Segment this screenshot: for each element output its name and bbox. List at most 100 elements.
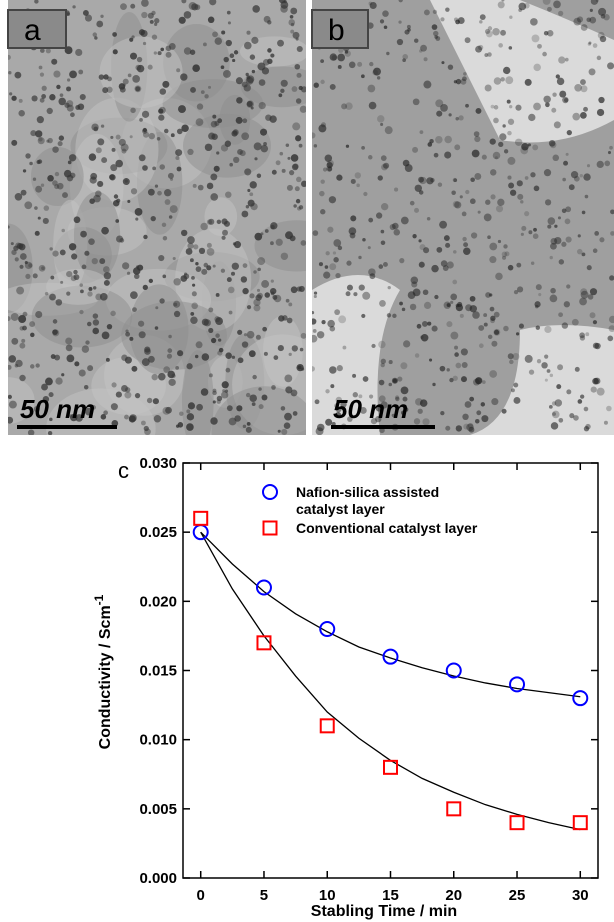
particle	[84, 407, 93, 416]
particle	[532, 144, 539, 151]
particle	[391, 413, 395, 417]
particle	[462, 413, 469, 421]
particle	[96, 20, 104, 28]
particle	[78, 369, 86, 377]
particle	[148, 278, 154, 284]
particle	[501, 408, 507, 414]
particle	[580, 85, 588, 93]
particle	[312, 329, 317, 333]
particle	[516, 262, 522, 268]
particle	[507, 156, 516, 165]
particle	[167, 370, 176, 379]
particle	[249, 394, 257, 402]
particle	[84, 14, 93, 22]
particle	[573, 17, 582, 26]
particle	[367, 84, 376, 93]
particle	[561, 208, 567, 214]
particle	[71, 253, 78, 260]
particle	[595, 0, 599, 3]
particle	[300, 240, 306, 246]
particle	[191, 3, 199, 11]
particle	[407, 28, 411, 32]
particle	[492, 151, 501, 160]
particle	[464, 401, 472, 408]
particle	[289, 170, 295, 176]
particle	[329, 366, 337, 374]
particle	[498, 43, 503, 48]
particle	[550, 422, 559, 430]
particle	[604, 160, 611, 167]
particle	[38, 65, 43, 70]
particle	[62, 192, 68, 199]
particle	[24, 261, 28, 265]
particle	[49, 94, 56, 101]
particle	[115, 391, 122, 398]
particle	[118, 138, 126, 146]
particle	[193, 244, 199, 250]
particle	[377, 175, 383, 181]
particle	[335, 411, 342, 419]
particle	[158, 372, 166, 381]
particle	[363, 191, 368, 197]
particle	[358, 284, 365, 291]
particle	[297, 365, 302, 370]
particle	[186, 363, 193, 370]
scale-bar	[17, 425, 117, 429]
particle	[122, 178, 130, 186]
particle	[258, 79, 266, 86]
particle	[126, 271, 131, 275]
particle	[204, 143, 213, 152]
particle	[483, 313, 488, 317]
particle	[118, 83, 126, 90]
particle	[609, 275, 614, 281]
particle	[35, 310, 43, 319]
particle	[251, 36, 259, 44]
particle	[87, 321, 92, 327]
particle	[589, 288, 598, 296]
particle	[13, 245, 19, 251]
particle	[124, 414, 129, 420]
particle	[60, 280, 64, 284]
particle	[154, 18, 160, 24]
particle	[384, 126, 393, 135]
particle	[226, 405, 233, 412]
particle	[164, 128, 169, 134]
particle	[135, 217, 139, 221]
particle	[596, 387, 605, 396]
particle	[22, 311, 28, 317]
particle	[463, 423, 470, 430]
particle	[606, 405, 612, 412]
particle	[22, 169, 27, 173]
particle	[110, 164, 118, 172]
particle	[446, 321, 453, 328]
particle	[386, 313, 392, 318]
particle	[599, 237, 605, 243]
particle	[414, 207, 419, 213]
particle	[297, 206, 302, 211]
particle	[566, 130, 572, 136]
particle	[586, 17, 592, 23]
particle	[191, 291, 197, 297]
particle	[245, 392, 251, 398]
particle	[395, 396, 400, 402]
particle	[547, 30, 554, 37]
particle	[455, 117, 459, 121]
particle	[457, 17, 465, 24]
particle	[596, 160, 604, 169]
particle	[80, 230, 87, 238]
particle	[538, 293, 542, 297]
particle	[403, 340, 411, 348]
particle	[508, 182, 515, 189]
tem-patch	[239, 36, 306, 67]
particle	[596, 108, 605, 117]
particle	[454, 352, 459, 357]
particle	[103, 266, 110, 273]
particle	[165, 51, 172, 58]
particle	[371, 343, 376, 349]
particle	[91, 123, 99, 131]
particle	[147, 188, 155, 196]
particle	[455, 362, 462, 369]
particle	[93, 286, 97, 290]
particle	[18, 98, 23, 103]
particle	[532, 233, 539, 240]
